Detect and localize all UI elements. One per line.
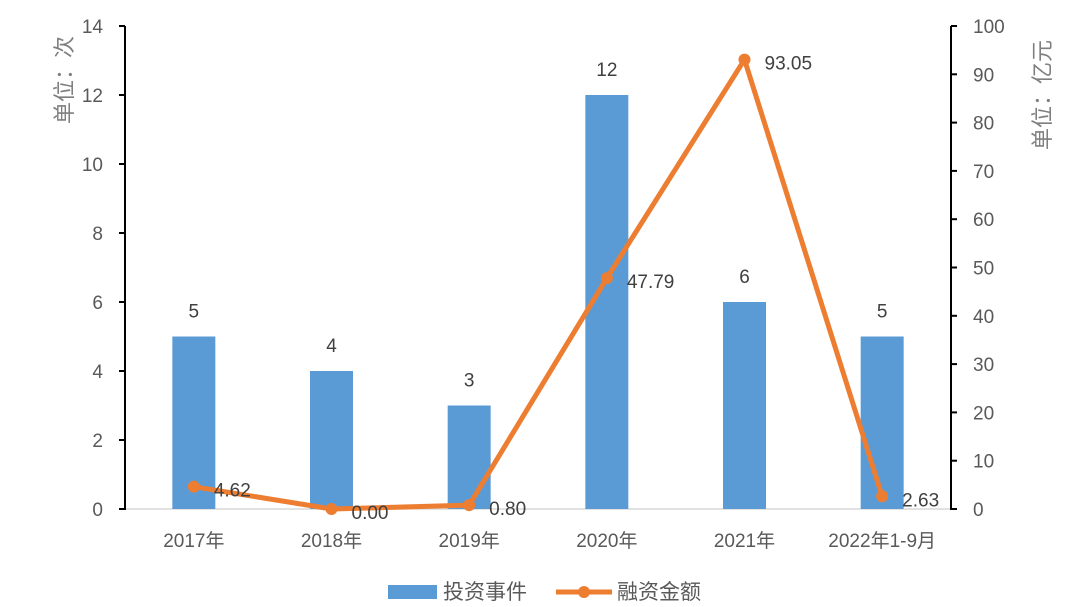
line-data-labels: 4.62 0.00 0.80 47.79 93.05 2.63 <box>214 54 939 524</box>
right-tick-label: 60 <box>973 210 994 231</box>
bar <box>447 405 491 509</box>
bar <box>172 336 216 509</box>
bar-value-label: 5 <box>877 302 888 323</box>
left-axis-ticks: 0 2 4 6 8 10 12 14 <box>82 17 125 521</box>
x-category-label: 2020年 <box>576 530 637 552</box>
legend-line-marker-icon <box>578 586 590 598</box>
bar <box>310 371 353 509</box>
right-tick-label: 100 <box>973 17 1005 38</box>
left-tick-label: 2 <box>92 431 103 452</box>
right-tick-label: 40 <box>973 307 994 328</box>
right-tick-label: 0 <box>973 500 984 521</box>
left-tick-label: 12 <box>82 86 103 107</box>
line-marker <box>600 272 613 285</box>
line-path <box>193 57 885 512</box>
x-category-label: 2017年 <box>163 530 224 552</box>
left-axis-title: 单位：次 <box>53 36 78 124</box>
line-marker <box>187 480 200 493</box>
line-value-label: 2.63 <box>902 490 939 511</box>
right-axis-title: 单位：亿元 <box>1031 40 1056 150</box>
x-category-label: 2022年1-9月 <box>828 530 936 552</box>
x-category-label: 2019年 <box>439 530 500 552</box>
right-tick-label: 90 <box>973 65 994 86</box>
bar-value-label: 4 <box>326 336 337 357</box>
legend: 投资事件 融资金额 <box>388 580 701 604</box>
line-value-label: 0.00 <box>352 503 389 524</box>
right-axis-ticks: 0 10 20 30 40 50 60 70 80 90 100 <box>951 17 1005 521</box>
line-marker <box>463 499 476 512</box>
legend-line-label: 融资金额 <box>617 580 701 604</box>
bar-value-label: 6 <box>739 267 750 288</box>
legend-bar-swatch <box>388 585 437 599</box>
line-value-label: 0.80 <box>489 499 526 520</box>
line-marker <box>738 53 751 66</box>
right-tick-label: 10 <box>973 452 994 473</box>
bar-value-label: 12 <box>596 60 617 81</box>
right-tick-label: 30 <box>973 355 994 376</box>
legend-bar-label: 投资事件 <box>443 580 527 604</box>
left-tick-label: 8 <box>92 224 103 245</box>
left-tick-label: 10 <box>82 155 103 176</box>
bar-value-label: 5 <box>189 302 200 323</box>
right-tick-label: 80 <box>973 114 994 135</box>
right-tick-label: 20 <box>973 403 994 424</box>
right-tick-label: 70 <box>973 162 994 183</box>
x-category-label: 2018年 <box>301 530 362 552</box>
right-tick-label: 50 <box>973 259 994 280</box>
bar <box>723 302 766 509</box>
line-value-label: 4.62 <box>214 481 251 502</box>
left-tick-label: 14 <box>82 17 104 38</box>
line-value-label: 93.05 <box>765 54 813 75</box>
line-value-label: 47.79 <box>627 272 675 293</box>
line-series-financing-amount <box>187 53 889 515</box>
bar-data-labels: 5 4 3 12 6 5 <box>189 60 888 392</box>
left-tick-label: 4 <box>92 362 103 383</box>
line-marker <box>325 503 338 515</box>
x-category-label: 2021年 <box>714 530 775 552</box>
left-tick-label: 0 <box>92 500 103 521</box>
bar <box>860 336 904 509</box>
x-axis-category-labels: 2017年 2018年 2019年 2020年 2021年 2022年1-9月 <box>163 530 936 552</box>
line-marker <box>876 490 889 503</box>
bar-series-investment-events <box>172 95 904 509</box>
left-tick-label: 6 <box>92 293 103 314</box>
bar-value-label: 3 <box>464 371 475 392</box>
